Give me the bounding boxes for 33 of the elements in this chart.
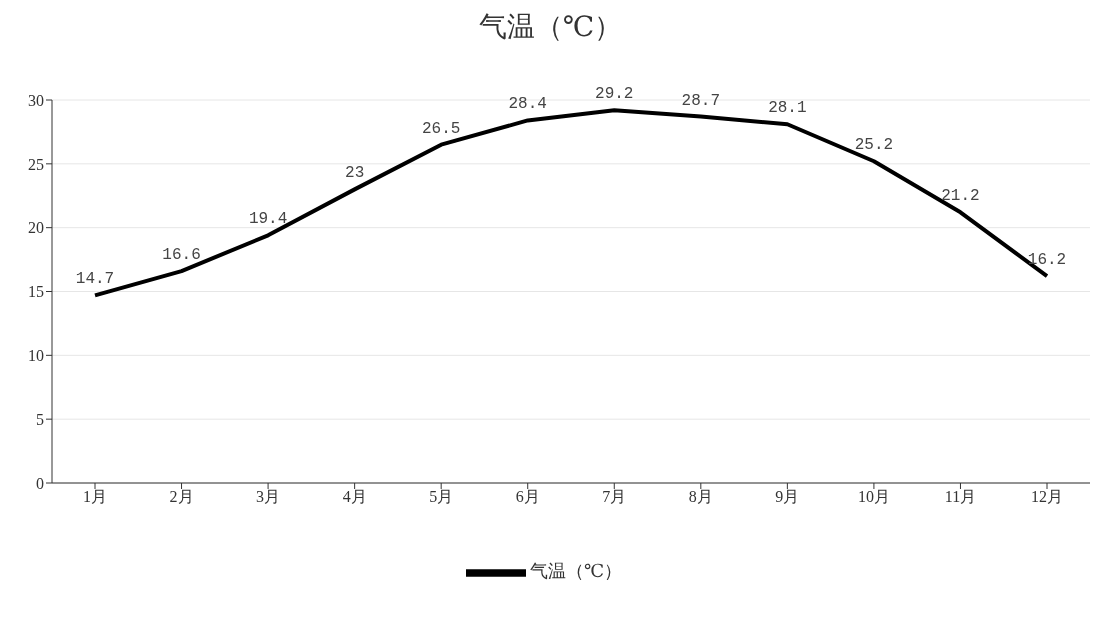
data-label: 29.2 [595, 85, 634, 104]
x-tick-label: 1月 [83, 488, 107, 506]
x-tick-label: 3月 [256, 488, 281, 506]
data-label: 16.6 [162, 246, 201, 265]
x-tick-label: 11月 [944, 488, 977, 506]
y-tick-label: 10 [28, 347, 44, 365]
y-tick-label: 20 [28, 219, 44, 237]
y-tick-label: 5 [36, 410, 44, 428]
y-tick-label: 15 [28, 283, 44, 301]
data-label: 28.7 [681, 91, 721, 110]
data-label: 21.2 [941, 187, 980, 206]
x-tick-label: 10月 [857, 488, 890, 506]
data-label: 26.5 [421, 119, 461, 138]
data-label: 14.7 [75, 270, 115, 289]
data-label: 23 [345, 164, 365, 183]
data-label: 25.2 [854, 136, 894, 155]
x-tick-label: 6月 [515, 488, 540, 506]
chart-title: 气温（℃） [477, 10, 624, 44]
data-label: 16.2 [1027, 251, 1067, 270]
data-label: 28.1 [768, 99, 807, 118]
x-tick-label: 2月 [169, 488, 194, 506]
x-tick-label: 5月 [429, 488, 454, 506]
x-tick-label: 9月 [775, 488, 800, 506]
x-tick-label: 8月 [688, 488, 713, 506]
x-tick-label: 7月 [602, 488, 627, 506]
data-label: 19.4 [248, 210, 288, 229]
legend-label: 气温（℃） [529, 561, 623, 582]
x-tick-label: 12月 [1031, 488, 1063, 506]
y-tick-label: 30 [28, 91, 44, 109]
y-tick-label: 0 [36, 474, 44, 492]
y-tick-label: 25 [28, 155, 44, 173]
data-label: 28.4 [508, 95, 547, 114]
x-tick-label: 4月 [342, 488, 367, 506]
